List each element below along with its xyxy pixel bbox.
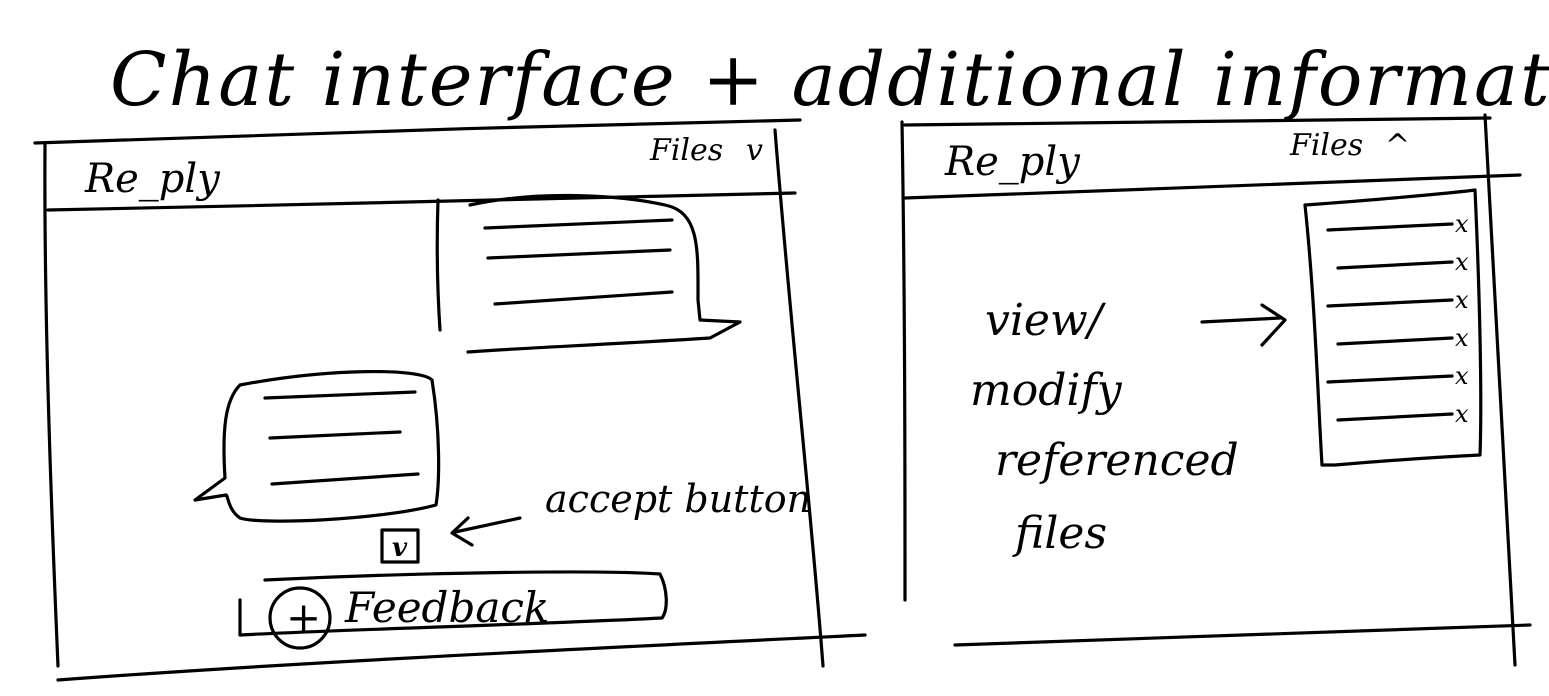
- file-name-line: [1326, 298, 1454, 308]
- plus-glyph: +: [286, 593, 321, 642]
- annotation-line-1: view/: [985, 295, 1107, 346]
- remove-file-icon[interactable]: x: [1455, 324, 1469, 352]
- app-title: Re_ply: [84, 156, 221, 202]
- annotation-line-3: referenced: [995, 435, 1239, 486]
- accept-annotation-text: accept button: [545, 477, 811, 521]
- feedback-label: Feedback: [344, 583, 549, 632]
- page-title: Chat interface + additional information: [110, 37, 1549, 123]
- file-row[interactable]: x: [1326, 362, 1469, 390]
- app-title: Re_ply: [944, 139, 1081, 185]
- chevron-down-icon: v: [746, 133, 763, 168]
- files-label: Files: [1289, 128, 1363, 163]
- file-row[interactable]: x: [1326, 286, 1469, 314]
- incoming-message-bubble: [193, 369, 441, 523]
- file-row[interactable]: x: [1336, 248, 1469, 276]
- files-list-panel: [1303, 188, 1483, 467]
- file-name-line: [1326, 222, 1454, 232]
- annotation-line-4: files: [1012, 508, 1107, 559]
- remove-file-icon[interactable]: x: [1455, 400, 1469, 428]
- feedback-button[interactable]: + Feedback: [238, 570, 668, 650]
- file-row[interactable]: x: [1336, 324, 1469, 352]
- file-name-line: [1336, 412, 1454, 422]
- annotation-line-2: modify: [970, 365, 1123, 416]
- chevron-up-icon: ^: [1385, 128, 1410, 163]
- files-interface-frame: [900, 113, 1532, 667]
- plus-icon: [268, 586, 332, 650]
- file-name-line: [1326, 374, 1454, 384]
- accept-annotation: accept button: [450, 477, 811, 547]
- files-dropdown-button[interactable]: Files ^: [1289, 128, 1410, 163]
- file-name-line: [1336, 260, 1454, 270]
- checkbox-checked-icon: v: [392, 533, 408, 563]
- files-annotation: view/ modify referenced files: [970, 295, 1287, 559]
- accept-button[interactable]: v: [380, 528, 420, 564]
- remove-file-icon[interactable]: x: [1455, 210, 1469, 238]
- files-label: Files: [649, 133, 723, 168]
- outgoing-message-bubble: [435, 193, 742, 354]
- chat-interface-frame: [33, 118, 867, 682]
- remove-file-icon[interactable]: x: [1455, 286, 1469, 314]
- remove-file-icon[interactable]: x: [1455, 362, 1469, 390]
- file-row[interactable]: x: [1326, 210, 1469, 238]
- remove-file-icon[interactable]: x: [1455, 248, 1469, 276]
- file-row[interactable]: x: [1336, 400, 1469, 428]
- file-name-line: [1336, 336, 1454, 346]
- files-dropdown-button[interactable]: Files v: [649, 133, 763, 168]
